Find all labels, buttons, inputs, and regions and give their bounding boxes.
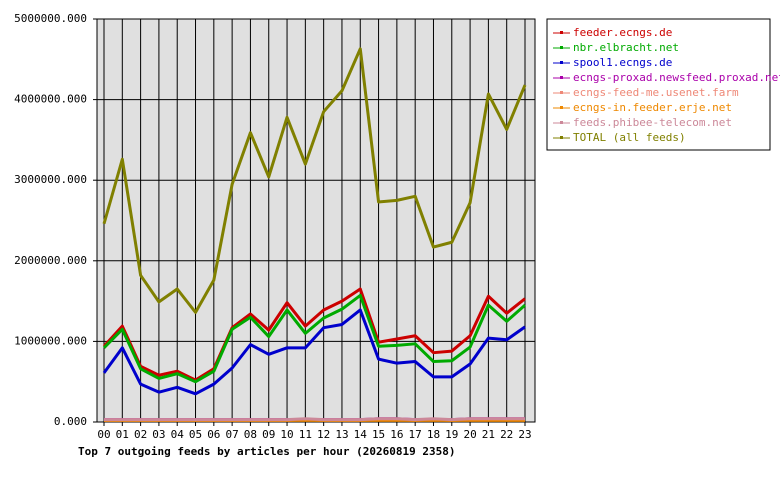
x-tick-label: 20 (463, 428, 476, 441)
x-tick-label: 00 (97, 428, 110, 441)
plot-background (97, 19, 535, 422)
series-line (102, 287, 526, 382)
series-line (102, 47, 527, 314)
x-tick-label: 03 (152, 428, 165, 441)
y-tick-label: 0.000 (54, 415, 87, 428)
y-tick-label: 3000000.000 (14, 173, 87, 186)
x-tick-label: 21 (482, 428, 495, 441)
legend-label: nbr.elbracht.net (573, 41, 679, 54)
y-tick-label: 2000000.000 (14, 254, 87, 267)
x-tick-label: 19 (445, 428, 458, 441)
legend-marker (560, 136, 563, 139)
chart-title: Top 7 outgoing feeds by articles per hou… (78, 445, 456, 458)
x-tick-label: 06 (207, 428, 220, 441)
y-tick-label: 5000000.000 (14, 12, 87, 25)
x-tick-label: 08 (244, 428, 257, 441)
legend-box (546, 18, 771, 151)
x-tick-label: 23 (518, 428, 531, 441)
x-tick-label: 07 (226, 428, 239, 441)
legend-marker (560, 91, 563, 94)
legend-label: spool1.ecngs.de (573, 56, 672, 69)
x-tick-label: 10 (280, 428, 293, 441)
legend-marker (560, 106, 563, 109)
series-line (102, 293, 526, 384)
y-tick-label: 4000000.000 (14, 93, 87, 106)
legend-label: feeder.ecngs.de (573, 26, 672, 39)
x-tick-label: 02 (134, 428, 147, 441)
x-tick-label: 18 (427, 428, 440, 441)
x-tick-label: 13 (335, 428, 348, 441)
legend-marker (560, 76, 563, 79)
legend-marker (560, 46, 563, 49)
x-tick-label: 01 (116, 428, 129, 441)
x-tick-label: 14 (354, 428, 368, 441)
series-line (104, 417, 525, 422)
x-tick-label: 16 (390, 428, 403, 441)
legend-label: TOTAL (all feeds) (573, 131, 686, 144)
x-tick-label: 09 (262, 428, 275, 441)
x-tick-label: 17 (409, 428, 422, 441)
legend-marker (560, 121, 563, 124)
legend-label: ecngs-feed-me.usenet.farm (573, 86, 739, 99)
legend-marker (560, 31, 563, 34)
x-tick-label: 04 (171, 428, 185, 441)
y-tick-label: 1000000.000 (14, 334, 87, 347)
x-tick-label: 12 (317, 428, 330, 441)
plot-border (96, 18, 536, 423)
legend-label: ecngs-in.feeder.erje.net (573, 101, 732, 114)
legend-label: ecngs-proxad.newsfeed.proxad.net (573, 71, 780, 84)
x-tick-label: 05 (189, 428, 202, 441)
legend-label: feeds.phibee-telecom.net (573, 116, 732, 129)
x-tick-label: 22 (500, 428, 513, 441)
x-tick-label: 11 (299, 428, 312, 441)
legend-marker (560, 61, 563, 64)
series-line (102, 308, 526, 396)
x-tick-label: 15 (372, 428, 385, 441)
